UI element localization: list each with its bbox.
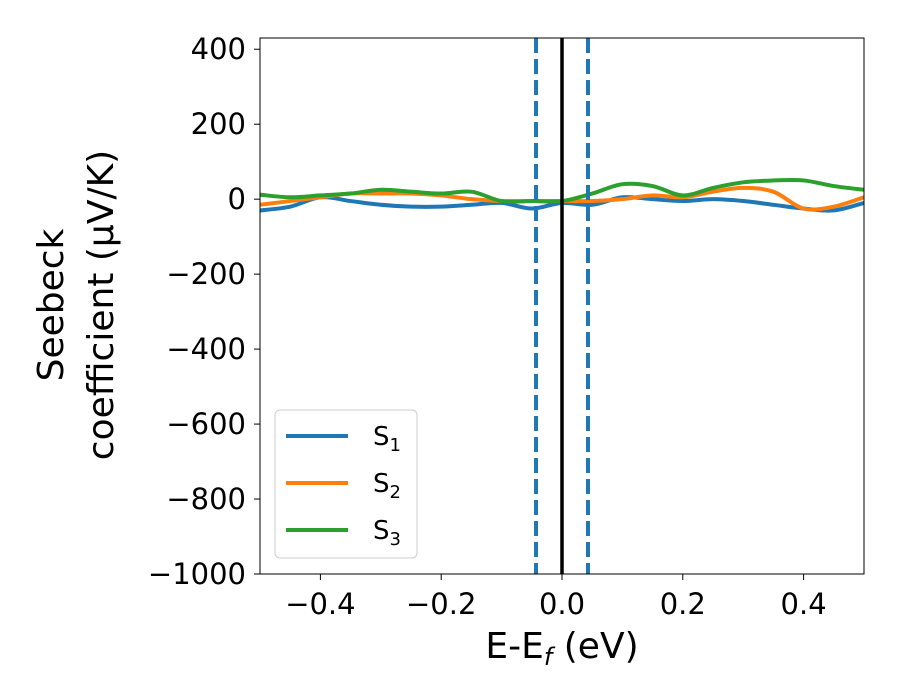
- legend-label: S2: [373, 469, 401, 503]
- axis-ticks: −0.4 −0.2 0.0 0.2 0.4 400 200 0 −200 −400 −600 −800…: [148, 32, 827, 621]
- plot-area: [259, 37, 865, 575]
- x-tick-label: −0.4: [285, 587, 355, 621]
- x-tick-label: 0.0: [539, 587, 585, 621]
- y-tick-label: −800: [166, 482, 246, 516]
- y-axis-label-line1: Seebeck: [31, 228, 72, 381]
- y-tick-label: −400: [166, 332, 246, 366]
- y-tick-label: −1000: [148, 557, 246, 591]
- plot-series-group: [260, 38, 864, 574]
- legend-label: S3: [373, 516, 401, 550]
- y-tick-label: 400: [191, 32, 246, 66]
- x-tick-label: −0.2: [406, 587, 476, 621]
- y-tick-label: 200: [191, 107, 246, 141]
- y-tick-label: 0: [228, 182, 246, 216]
- legend-label: S1: [373, 422, 401, 456]
- x-axis-label: E-Ef (eV): [485, 626, 638, 671]
- legend: S1 S2 S3: [274, 409, 418, 559]
- y-tick-label: −600: [166, 407, 246, 441]
- x-tick-label: 0.2: [660, 587, 706, 621]
- y-tick-label: −200: [166, 257, 246, 291]
- x-tick-label: 0.4: [781, 587, 827, 621]
- y-axis-label-line2: coefficient (μV/K): [81, 150, 122, 460]
